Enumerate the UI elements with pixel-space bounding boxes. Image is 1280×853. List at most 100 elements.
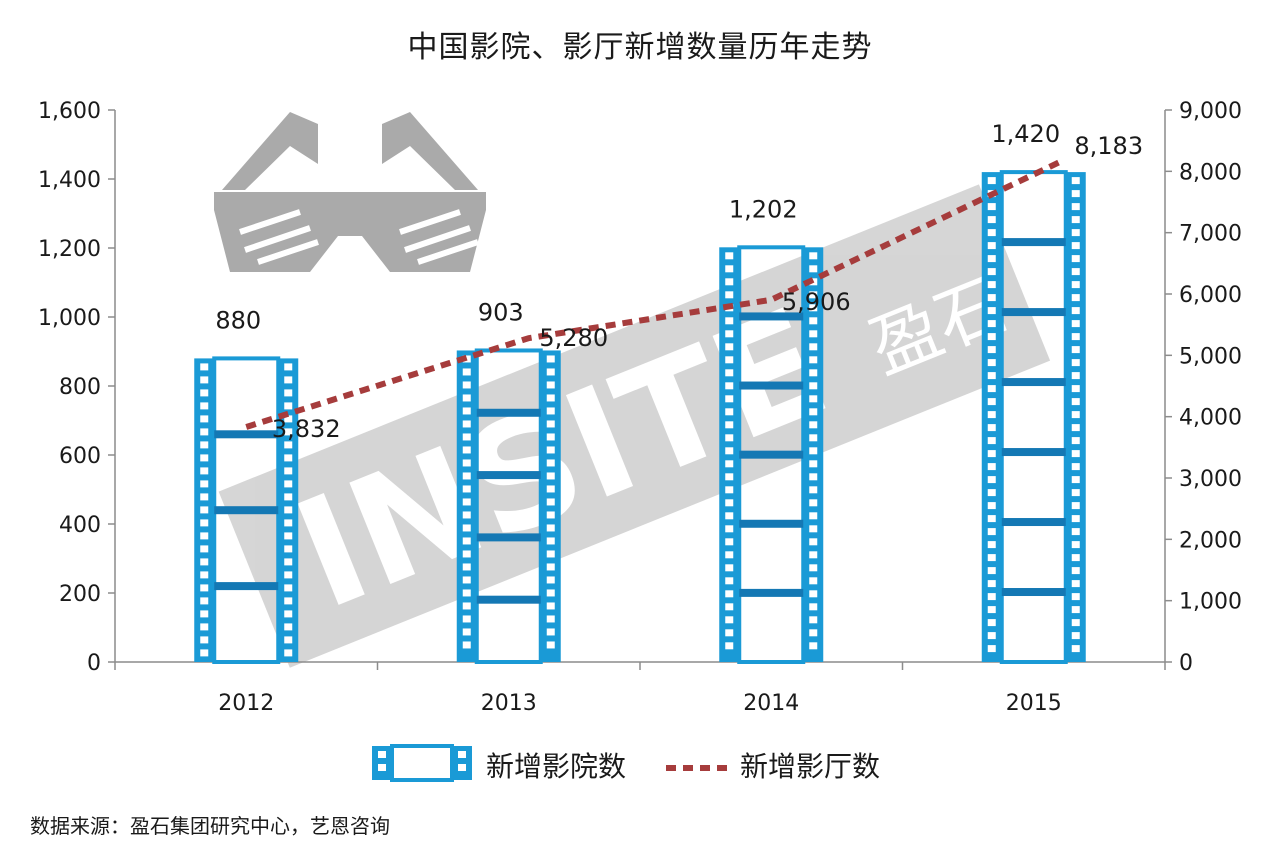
right-tick-label: 5,000 [1179, 344, 1242, 369]
axes: 0 200 400 600 800 1,000 1,200 1,400 1,600 0 1,000 2… [38, 99, 1242, 716]
film-perforation [458, 764, 466, 771]
lens-stripe [244, 225, 311, 253]
film-perforation [987, 242, 996, 250]
film-perforation [725, 460, 734, 468]
film-perforation [725, 603, 734, 611]
film-perforation [1071, 567, 1080, 575]
film-perforation [462, 641, 471, 649]
bar-value-label: 1,202 [729, 195, 798, 223]
legend-bar-label: 新增影院数 [486, 750, 626, 783]
film-frame-divider [1001, 518, 1066, 527]
film-perforation [1071, 216, 1080, 224]
film-perforation [200, 636, 209, 644]
film-left-rail [372, 746, 392, 780]
film-perforation [987, 619, 996, 627]
film-perforation [1071, 541, 1080, 549]
film-perforation [284, 441, 293, 449]
lens-stripe [417, 239, 479, 265]
film-perforation [546, 602, 555, 610]
film-perforation [284, 636, 293, 644]
film-perforation [987, 333, 996, 341]
film-perforation [1071, 385, 1080, 393]
bar-value-label: 880 [215, 306, 261, 334]
film-perforation [1071, 606, 1080, 614]
left-tick-label: 1,200 [38, 237, 101, 262]
film-perforation [987, 359, 996, 367]
right-tick-label: 4,000 [1179, 406, 1242, 431]
film-perforation [546, 459, 555, 467]
film-perforation [725, 421, 734, 429]
film-perforation [200, 597, 209, 605]
line-series [245, 157, 1066, 430]
film-perforation [725, 473, 734, 481]
left-tick-label: 600 [59, 444, 101, 469]
film-perforation [809, 629, 818, 637]
film-perforation [809, 603, 818, 611]
film-perforation [284, 467, 293, 475]
film-perforation [462, 420, 471, 428]
film-perforation [462, 472, 471, 480]
film-perforation [1071, 476, 1080, 484]
film-perforation [809, 616, 818, 624]
film-perforation [987, 463, 996, 471]
film-body [390, 744, 454, 782]
film-perforation [462, 563, 471, 571]
film-left-rail [719, 247, 740, 662]
film-perforation [987, 541, 996, 549]
film-perforation [462, 550, 471, 558]
film-perforation [200, 402, 209, 410]
film-perforation [1071, 580, 1080, 588]
bar-value-label: 1,420 [991, 120, 1060, 148]
film-perforation [1071, 229, 1080, 237]
film-perforation [987, 385, 996, 393]
film-perforation [809, 460, 818, 468]
right-tick-label: 7,000 [1179, 222, 1242, 247]
film-perforation [987, 593, 996, 601]
film-perforation [809, 265, 818, 273]
film-perforation [284, 649, 293, 657]
film-perforation [987, 489, 996, 497]
glasses-right-arm [382, 112, 478, 190]
film-perforation [546, 446, 555, 454]
film-perforation [546, 407, 555, 415]
lens-stripe [239, 209, 301, 235]
film-perforation [284, 532, 293, 540]
film-perforation [809, 590, 818, 598]
film-frame-divider [1001, 448, 1066, 457]
film-perforation [284, 415, 293, 423]
film-perforation [1071, 372, 1080, 380]
film-perforation [546, 511, 555, 519]
legend-bar-swatch [372, 744, 472, 782]
film-perforation [725, 629, 734, 637]
right-tick-label: 3,000 [1179, 467, 1242, 492]
film-perforation [462, 628, 471, 636]
film-right-rail [803, 247, 824, 662]
film-perforation [284, 610, 293, 618]
lens-stripe [404, 225, 471, 253]
film-perforation [809, 512, 818, 520]
film-perforation [987, 346, 996, 354]
film-perforation [987, 632, 996, 640]
film-perforation [725, 577, 734, 585]
film-perforation [987, 411, 996, 419]
film-perforation [546, 498, 555, 506]
film-perforation [809, 369, 818, 377]
film-perforation [725, 564, 734, 572]
film-frame-divider [214, 430, 279, 439]
film-perforation [1071, 268, 1080, 276]
film-frame-divider [476, 533, 541, 542]
film-perforation [284, 428, 293, 436]
right-tick-label: 6,000 [1179, 283, 1242, 308]
film-perforation [546, 368, 555, 376]
film-perforation [987, 567, 996, 575]
film-perforation [462, 433, 471, 441]
film-perforation [462, 381, 471, 389]
film-perforation [200, 389, 209, 397]
watermark-band: INSITE 盈石 [218, 184, 1051, 668]
film-perforation [1071, 463, 1080, 471]
film-perforation [987, 450, 996, 458]
film-perforation [462, 576, 471, 584]
film-perforation [809, 486, 818, 494]
film-perforation [987, 177, 996, 185]
